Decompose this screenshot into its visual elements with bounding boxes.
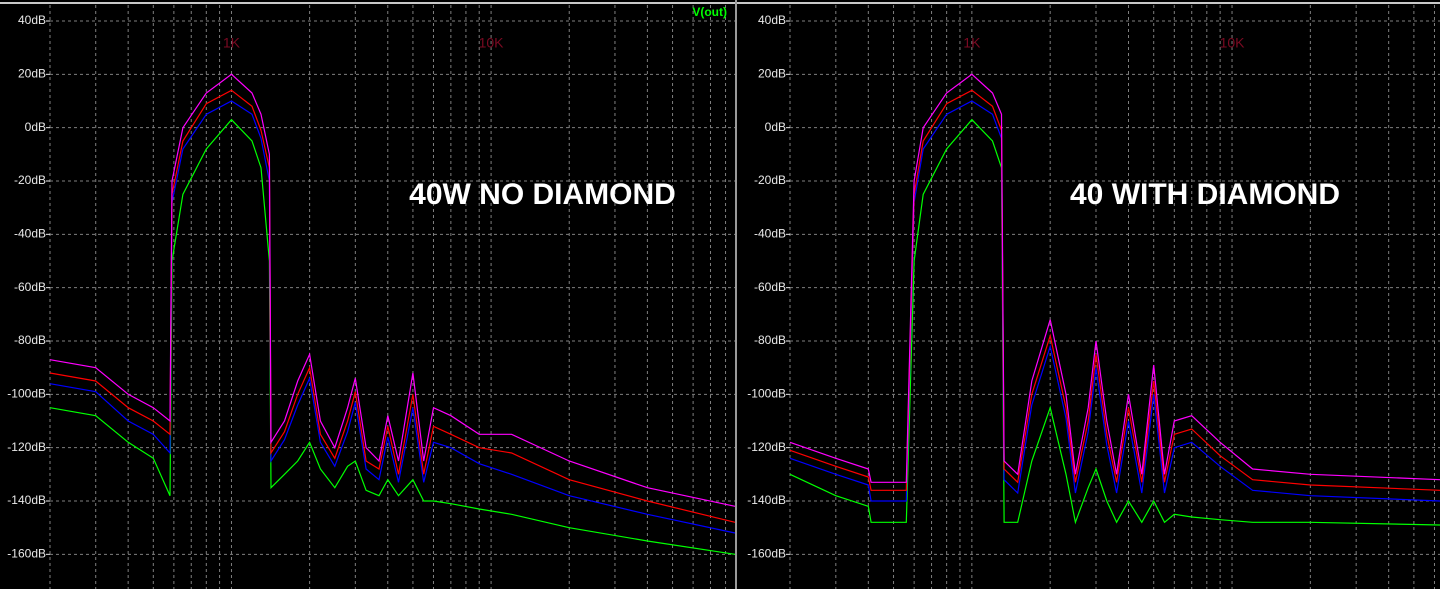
y-tick-label: -40dB bbox=[14, 227, 46, 241]
y-tick-label: -160dB bbox=[7, 547, 46, 561]
y-tick-label: -100dB bbox=[747, 387, 786, 401]
chart-panel: 40dB 20dB 0dB -20dB -40dB -60dB -80dB -100dB -12… bbox=[747, 5, 1440, 589]
y-tick-label: 20dB bbox=[18, 67, 46, 81]
y-tick-label: -20dB bbox=[754, 173, 786, 187]
chart-title: 40 WITH DIAMOND bbox=[1070, 178, 1340, 211]
y-tick-label: -80dB bbox=[14, 333, 46, 347]
y-tick-label: -40dB bbox=[754, 227, 786, 241]
y-tick-label: -60dB bbox=[754, 280, 786, 294]
series-line bbox=[789, 73, 1440, 483]
y-tick-label: 40dB bbox=[758, 13, 786, 27]
annotation: 1K bbox=[223, 35, 241, 51]
y-tick-label: -20dB bbox=[14, 173, 46, 187]
y-tick-label: 0dB bbox=[765, 120, 786, 134]
y-tick-label: 20dB bbox=[758, 67, 786, 81]
plot-area bbox=[50, 5, 735, 589]
annotation: 10K bbox=[479, 35, 505, 51]
annotation: 10K bbox=[1220, 35, 1246, 51]
chart-panel: 40dB 20dB 0dB -20dB -40dB -60dB -80dB -100dB -12… bbox=[7, 5, 736, 589]
y-tick-label: -120dB bbox=[747, 440, 786, 454]
series-line bbox=[49, 100, 736, 534]
y-tick-label: -140dB bbox=[747, 493, 786, 507]
y-tick-label: -120dB bbox=[7, 440, 46, 454]
series-line bbox=[49, 89, 736, 523]
y-tick-label: -80dB bbox=[754, 333, 786, 347]
y-tick-label: -60dB bbox=[14, 280, 46, 294]
trace-label: V(out) bbox=[692, 5, 727, 19]
y-tick-label: -100dB bbox=[7, 387, 46, 401]
series-line bbox=[49, 118, 736, 555]
y-tick-label: 0dB bbox=[25, 120, 46, 134]
series-line bbox=[789, 118, 1440, 526]
chart-title: 40W NO DIAMOND bbox=[409, 178, 676, 211]
y-tick-label: -140dB bbox=[7, 493, 46, 507]
y-tick-label: -160dB bbox=[747, 547, 786, 561]
annotation: 1K bbox=[963, 35, 981, 51]
series-line bbox=[49, 73, 736, 507]
y-tick-label: 40dB bbox=[18, 13, 46, 27]
plot-area bbox=[790, 5, 1440, 589]
